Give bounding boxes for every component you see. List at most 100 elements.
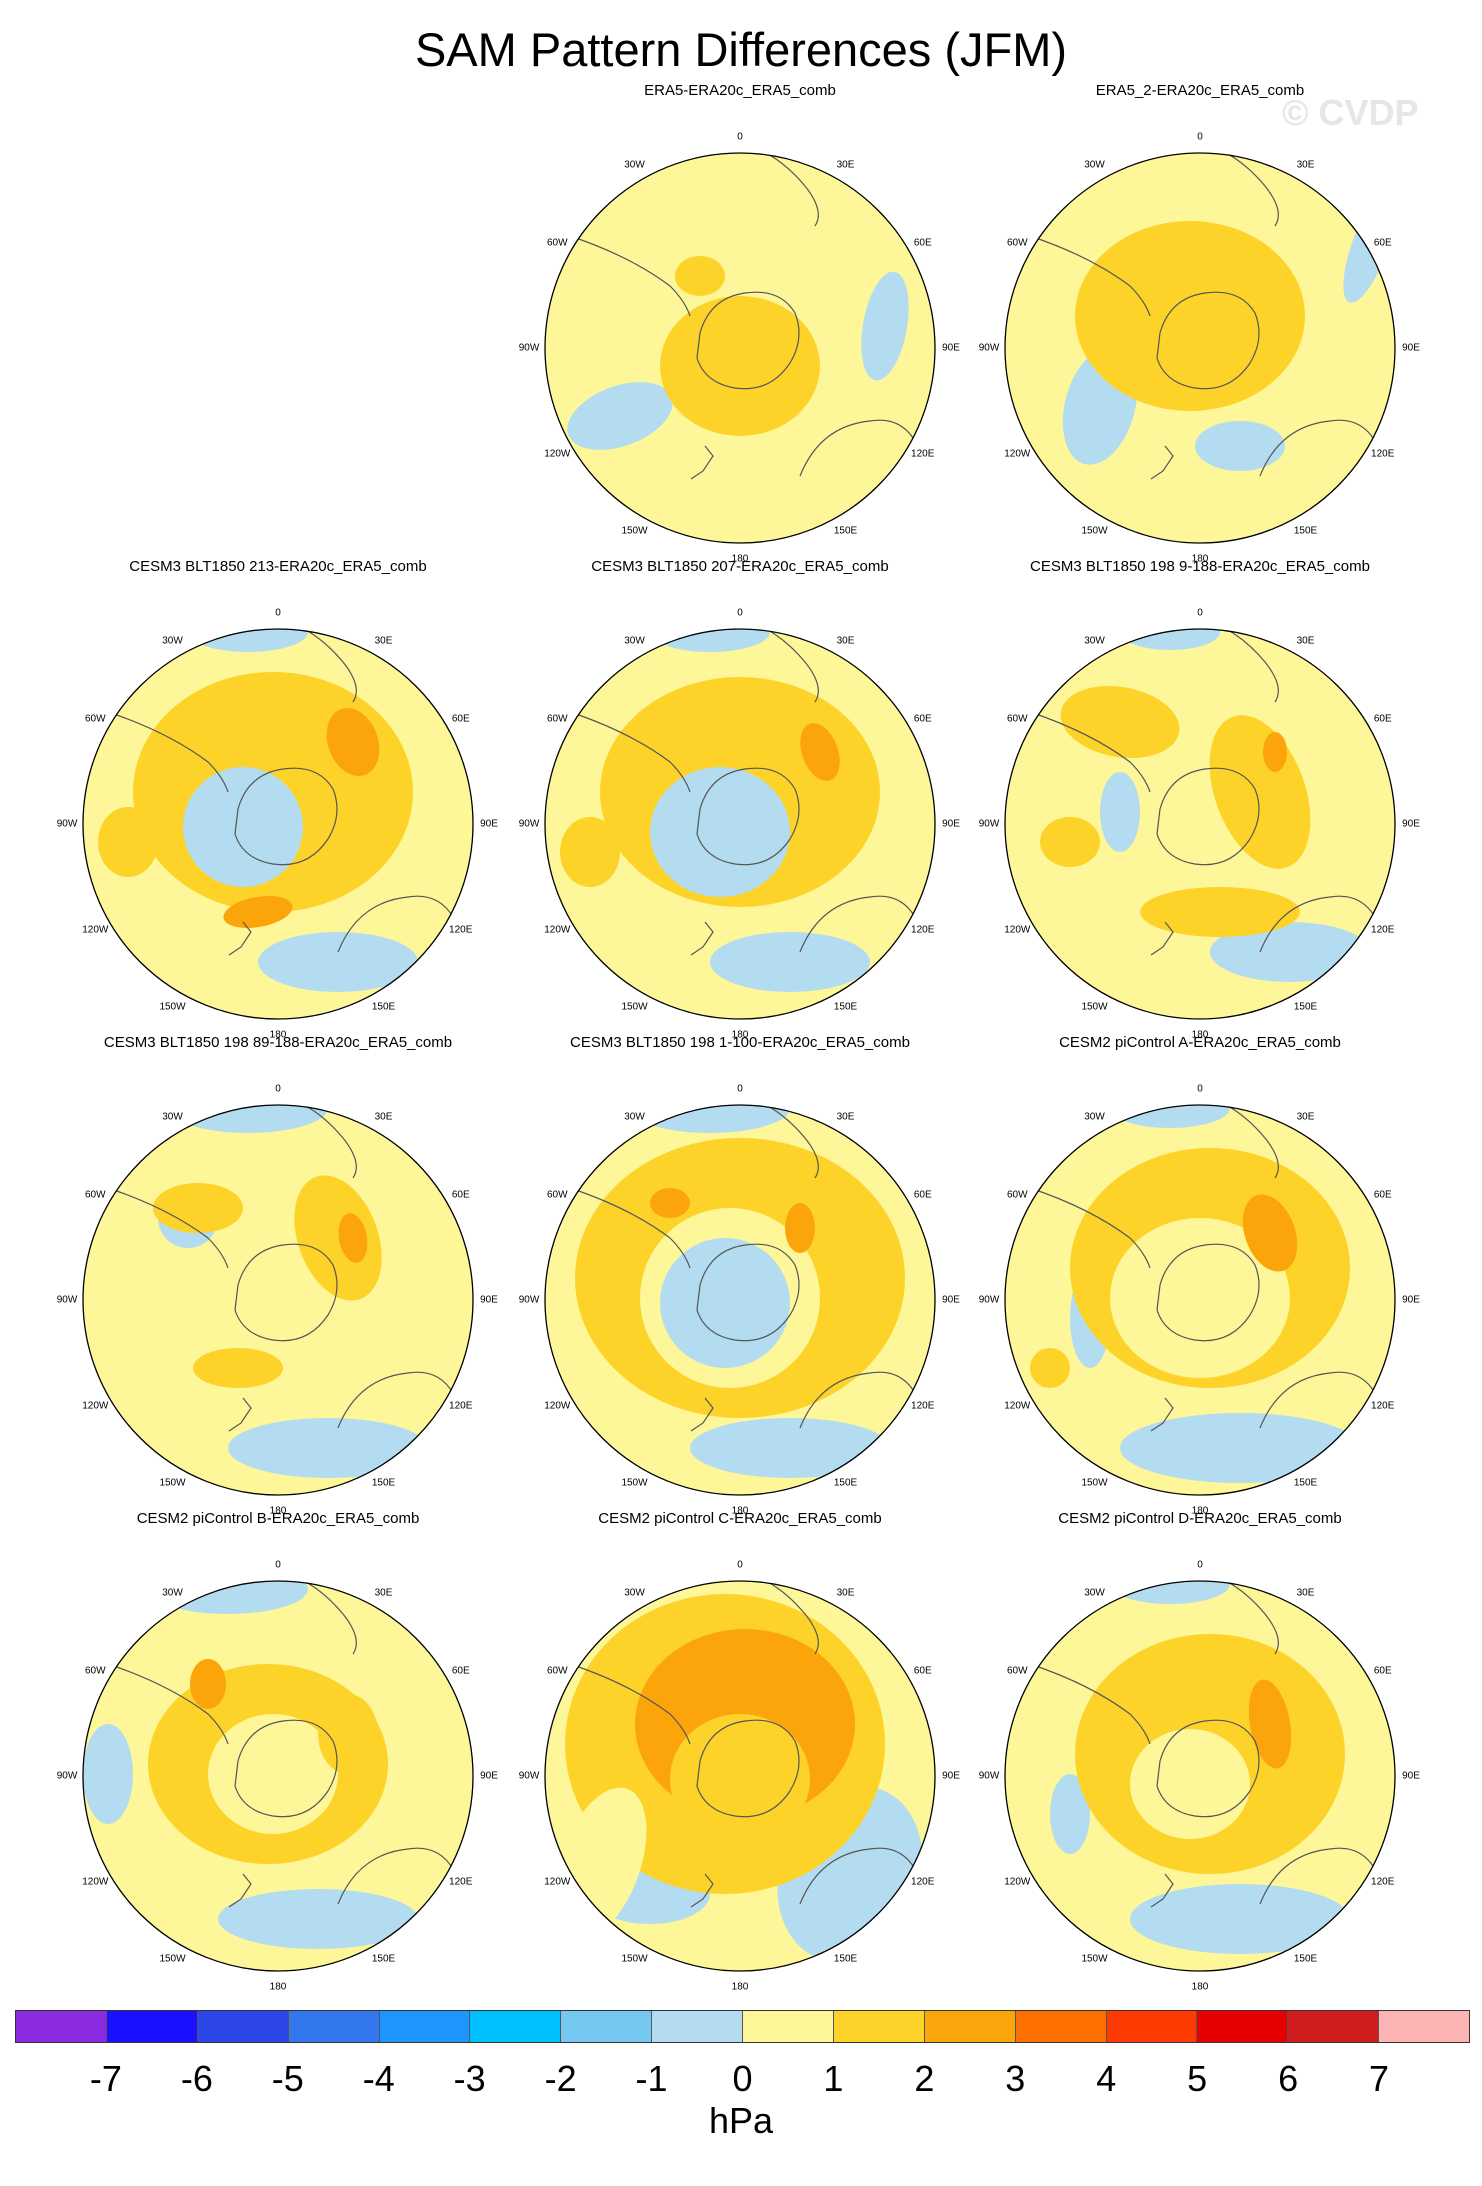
longitude-label: 30E bbox=[1297, 636, 1315, 647]
longitude-label: 60W bbox=[85, 1665, 106, 1676]
anomaly-contour bbox=[1120, 614, 1220, 650]
colorbar-tick-label: 0 bbox=[732, 2058, 752, 2100]
map-panel: CESM2 piControl D-ERA20c_ERA5_comb 0 30E 60… bbox=[990, 1544, 1410, 1984]
longitude-label: 60W bbox=[547, 237, 568, 248]
map-panel: CESM3 BLT1850 213-ERA20c_ERA5_comb 0 30E 60… bbox=[68, 592, 488, 1032]
longitude-label: 120E bbox=[911, 1400, 934, 1411]
longitude-label: 0 bbox=[1197, 608, 1203, 619]
longitude-label: 0 bbox=[275, 1084, 281, 1095]
colorbar-units: hPa bbox=[0, 2100, 1482, 2142]
anomaly-contour bbox=[650, 612, 770, 652]
longitude-label: 120W bbox=[1004, 924, 1030, 935]
longitude-label: 30E bbox=[375, 636, 393, 647]
colorbar-box bbox=[198, 2011, 289, 2042]
longitude-label: 120W bbox=[544, 448, 570, 459]
longitude-label: 150E bbox=[834, 525, 857, 536]
colorbar-box bbox=[1379, 2011, 1469, 2042]
anomaly-contour bbox=[228, 1418, 428, 1478]
colorbar-tick-label: -4 bbox=[363, 2058, 395, 2100]
longitude-label: 90E bbox=[1402, 819, 1420, 830]
longitude-label: 150E bbox=[1294, 525, 1317, 536]
map-panel: CESM2 piControl C-ERA20c_ERA5_comb 0 30E 60… bbox=[530, 1544, 950, 1984]
longitude-label: 150E bbox=[372, 1953, 395, 1964]
anomaly-contour bbox=[218, 1889, 418, 1949]
longitude-label: 90E bbox=[942, 1295, 960, 1306]
colorbar-box bbox=[470, 2011, 561, 2042]
anomaly-contour bbox=[1263, 732, 1287, 772]
anomaly-contour bbox=[1195, 421, 1285, 471]
longitude-label: 90W bbox=[979, 343, 1000, 354]
panel-title: ERA5-ERA20c_ERA5_comb bbox=[530, 82, 950, 99]
longitude-label: 150E bbox=[834, 1477, 857, 1488]
anomaly-contour bbox=[193, 1348, 283, 1388]
longitude-label: 150E bbox=[834, 1953, 857, 1964]
panel-title: CESM2 piControl B-ERA20c_ERA5_comb bbox=[68, 1510, 488, 1527]
anomaly-contour bbox=[785, 1203, 815, 1253]
anomaly-contour bbox=[153, 1183, 243, 1233]
longitude-label: 120E bbox=[1371, 1876, 1394, 1887]
colorbar-tick-label: -7 bbox=[90, 2058, 122, 2100]
longitude-label: 60E bbox=[1374, 1665, 1392, 1676]
colorbar-tick-label: 7 bbox=[1369, 2058, 1389, 2100]
longitude-label: 0 bbox=[737, 132, 743, 143]
longitude-label: 30W bbox=[624, 636, 645, 647]
anomaly-contour bbox=[1040, 817, 1100, 867]
longitude-label: 120E bbox=[911, 924, 934, 935]
longitude-label: 150E bbox=[1294, 1477, 1317, 1488]
longitude-label: 30W bbox=[624, 1588, 645, 1599]
polar-map bbox=[990, 592, 1410, 1032]
longitude-label: 60E bbox=[1374, 1189, 1392, 1200]
longitude-label: 30W bbox=[624, 160, 645, 171]
map-panel: ERA5-ERA20c_ERA5_comb 0 30E 60E 90E 120E 150E 1… bbox=[530, 116, 950, 556]
longitude-label: 0 bbox=[1197, 132, 1203, 143]
polar-map bbox=[990, 1544, 1410, 1984]
colorbar-box bbox=[925, 2011, 1016, 2042]
longitude-label: 90W bbox=[57, 1771, 78, 1782]
colorbar-box bbox=[834, 2011, 925, 2042]
anomaly-contour bbox=[183, 767, 303, 887]
polar-map bbox=[530, 592, 950, 1032]
longitude-label: 90W bbox=[57, 819, 78, 830]
anomaly-contour bbox=[560, 817, 620, 887]
anomaly-contour bbox=[1030, 1348, 1070, 1388]
longitude-label: 0 bbox=[275, 1560, 281, 1571]
longitude-label: 0 bbox=[1197, 1084, 1203, 1095]
longitude-label: 120E bbox=[911, 448, 934, 459]
anomaly-contour bbox=[1110, 1564, 1230, 1604]
anomaly-contour bbox=[1140, 887, 1300, 937]
panel-title: CESM3 BLT1850 198 1-100-ERA20c_ERA5_comb bbox=[530, 1034, 950, 1051]
polar-map bbox=[68, 1068, 488, 1508]
longitude-label: 60E bbox=[914, 1189, 932, 1200]
anomaly-contour bbox=[1130, 1729, 1250, 1839]
anomaly-contour bbox=[650, 1188, 690, 1218]
longitude-label: 0 bbox=[1197, 1560, 1203, 1571]
longitude-label: 120W bbox=[1004, 448, 1030, 459]
longitude-label: 150W bbox=[159, 1953, 185, 1964]
longitude-label: 150W bbox=[1081, 1477, 1107, 1488]
colorbar bbox=[15, 2010, 1470, 2043]
colorbar-box bbox=[380, 2011, 471, 2042]
longitude-label: 180 bbox=[1192, 1982, 1209, 1993]
anomaly-contour bbox=[190, 1659, 226, 1709]
colorbar-box bbox=[1107, 2011, 1198, 2042]
colorbar-box bbox=[652, 2011, 743, 2042]
anomaly-contour bbox=[318, 1694, 378, 1774]
longitude-label: 120W bbox=[544, 924, 570, 935]
longitude-label: 60E bbox=[914, 713, 932, 724]
longitude-label: 60E bbox=[1374, 713, 1392, 724]
longitude-label: 30W bbox=[162, 1112, 183, 1123]
map-panel: CESM3 BLT1850 198 89-188-ERA20c_ERA5_com… bbox=[68, 1068, 488, 1508]
map-panel: ERA5_2-ERA20c_ERA5_comb 0 30E 60E 90E 120E 150… bbox=[990, 116, 1410, 556]
anomaly-contour bbox=[1130, 1884, 1350, 1954]
longitude-label: 90E bbox=[1402, 343, 1420, 354]
longitude-label: 60W bbox=[85, 713, 106, 724]
polar-map bbox=[990, 1068, 1410, 1508]
longitude-label: 150W bbox=[1081, 1953, 1107, 1964]
polar-map bbox=[530, 116, 950, 556]
polar-map bbox=[530, 1068, 950, 1508]
colorbar-tick-label: -3 bbox=[454, 2058, 486, 2100]
panel-title: CESM2 piControl D-ERA20c_ERA5_comb bbox=[990, 1510, 1410, 1527]
longitude-label: 120W bbox=[82, 1876, 108, 1887]
panel-title: ERA5_2-ERA20c_ERA5_comb bbox=[990, 82, 1410, 99]
colorbar-box bbox=[1197, 2011, 1288, 2042]
